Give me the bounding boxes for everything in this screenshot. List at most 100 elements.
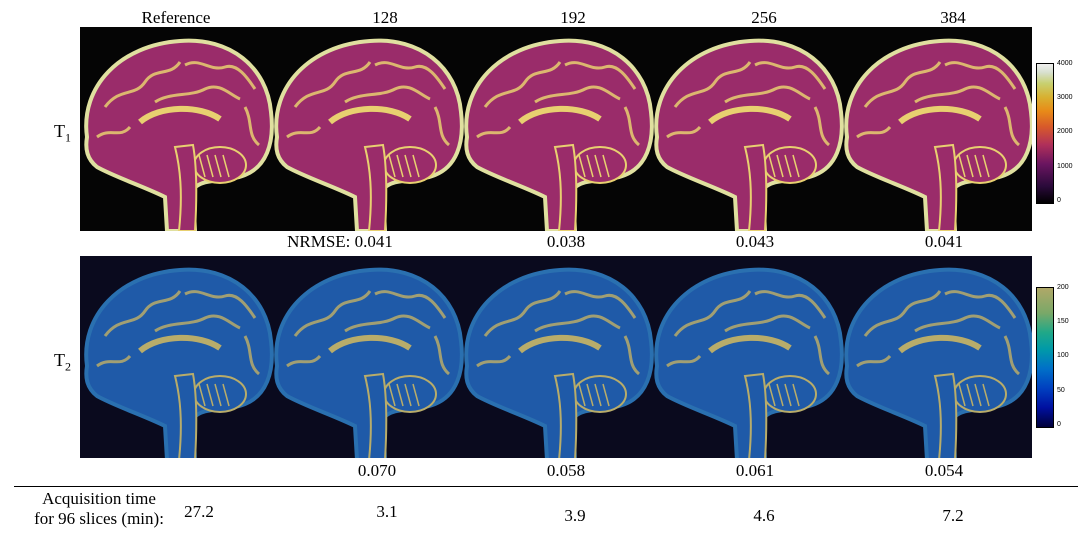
cortical-fold xyxy=(286,354,322,368)
corpus-callosum xyxy=(518,105,602,125)
cortical-fold xyxy=(293,61,372,108)
nrmse-t2-128: 0.070 xyxy=(357,461,397,480)
cortical-fold xyxy=(433,106,451,147)
cortical-fold xyxy=(286,125,322,139)
column-header-256: 256 xyxy=(751,8,777,27)
cerebellum-fold xyxy=(396,154,404,178)
brain-outline xyxy=(464,38,654,231)
cerebellum-fold xyxy=(982,383,990,407)
cerebellum-fold xyxy=(792,154,800,178)
corpus-callosum xyxy=(518,334,602,354)
t2-colorbar-tick: 100 xyxy=(1057,352,1069,359)
cerebellum-fold xyxy=(768,383,776,407)
brainstem xyxy=(173,372,198,458)
brain-outline xyxy=(274,267,464,458)
cerebellum-fold xyxy=(602,154,610,178)
brainstem xyxy=(363,372,388,458)
acquisition-time-256: 4.6 xyxy=(753,506,775,525)
cortical-fold xyxy=(914,314,1001,333)
cerebellum-fold xyxy=(974,383,982,407)
column-header-reference: Reference xyxy=(141,8,211,27)
brain-slice xyxy=(84,38,274,231)
corpus-callosum xyxy=(708,105,792,125)
cortical-fold xyxy=(344,85,431,104)
cortical-fold xyxy=(813,106,831,147)
brain-slice xyxy=(464,267,654,458)
brain-slice xyxy=(844,267,1032,458)
cortical-fold xyxy=(103,61,182,108)
t2-colorbar-tick: 0 xyxy=(1057,421,1061,428)
cerebellum-fold xyxy=(958,383,966,407)
t2-colorbar-tick: 50 xyxy=(1057,387,1065,394)
cerebellum-fold xyxy=(412,383,420,407)
column-header-192: 192 xyxy=(560,8,586,27)
cortical-fold xyxy=(724,314,811,333)
cerebellum-fold xyxy=(578,154,586,178)
cortical-fold xyxy=(96,125,132,139)
brain-outline xyxy=(84,38,274,231)
cortical-fold xyxy=(374,290,447,319)
cortical-fold xyxy=(914,85,1001,104)
cerebellum-fold xyxy=(974,154,982,178)
cortical-fold xyxy=(863,61,942,108)
brainstem xyxy=(743,372,768,458)
cortical-fold xyxy=(623,106,641,147)
acquisition-time-128: 3.1 xyxy=(376,502,398,521)
cortical-fold xyxy=(1003,335,1021,376)
cerebellum-fold xyxy=(594,154,602,178)
t1-brain-slices xyxy=(84,38,1032,231)
t1-colorbar-tick: 3000 xyxy=(1057,94,1073,101)
cortical-fold xyxy=(243,106,261,147)
t1-colorbar-tick: 2000 xyxy=(1057,128,1073,135)
brainstem xyxy=(553,372,578,458)
cerebellum-fold xyxy=(412,154,420,178)
cerebellum-fold xyxy=(982,154,990,178)
cortical-fold xyxy=(673,61,752,108)
cerebellum-fold xyxy=(784,383,792,407)
cerebellum-fold xyxy=(776,383,784,407)
brain-slice xyxy=(654,38,844,231)
cerebellum-fold xyxy=(214,383,222,407)
nrmse-t1-128: NRMSE: 0.041 xyxy=(287,232,393,251)
cerebellum-fold xyxy=(198,383,206,407)
nrmse-t2-192: 0.058 xyxy=(546,461,586,480)
cerebellum-fold xyxy=(404,383,412,407)
cortical-fold xyxy=(243,335,261,376)
cortical-fold xyxy=(476,125,512,139)
t1-colorbar-tick: 0 xyxy=(1057,197,1061,204)
brain-slice xyxy=(274,267,464,458)
acquisition-time-reference: 27.2 xyxy=(184,502,214,521)
cerebellum-fold xyxy=(198,154,206,178)
cortical-fold xyxy=(564,61,637,90)
brain-outline xyxy=(274,38,464,231)
cerebellum-fold xyxy=(206,383,214,407)
t2-map-strip xyxy=(80,256,1032,458)
brain-outline xyxy=(654,267,844,458)
nrmse-t1-384: 0.041 xyxy=(924,232,964,251)
cerebellum-fold xyxy=(776,154,784,178)
brain-outline xyxy=(654,38,844,231)
cortical-fold xyxy=(534,85,621,104)
cortical-fold xyxy=(863,290,942,337)
cerebellum-fold xyxy=(222,383,230,407)
brainstem xyxy=(933,143,958,231)
cerebellum-fold xyxy=(768,154,776,178)
row-label-t2: T2 xyxy=(54,350,71,374)
cortical-fold xyxy=(666,354,702,368)
t2-colorbar-tick: 200 xyxy=(1057,284,1069,291)
cerebellum-fold xyxy=(966,383,974,407)
t1-colorbar xyxy=(1036,63,1054,204)
cortical-fold xyxy=(154,314,241,333)
cortical-fold xyxy=(724,85,811,104)
cerebellum-fold xyxy=(594,383,602,407)
cortical-fold xyxy=(944,290,1017,319)
cortical-fold xyxy=(483,61,562,108)
t1-colorbar-tick: 1000 xyxy=(1057,163,1073,170)
cortical-fold xyxy=(564,290,637,319)
nrmse-t2-384: 0.054 xyxy=(924,461,964,480)
t2-colorbar-tick: 150 xyxy=(1057,318,1069,325)
cortical-fold xyxy=(103,290,182,337)
cerebellum-fold xyxy=(602,383,610,407)
cerebellum-fold xyxy=(404,154,412,178)
brain-slice xyxy=(274,38,464,231)
